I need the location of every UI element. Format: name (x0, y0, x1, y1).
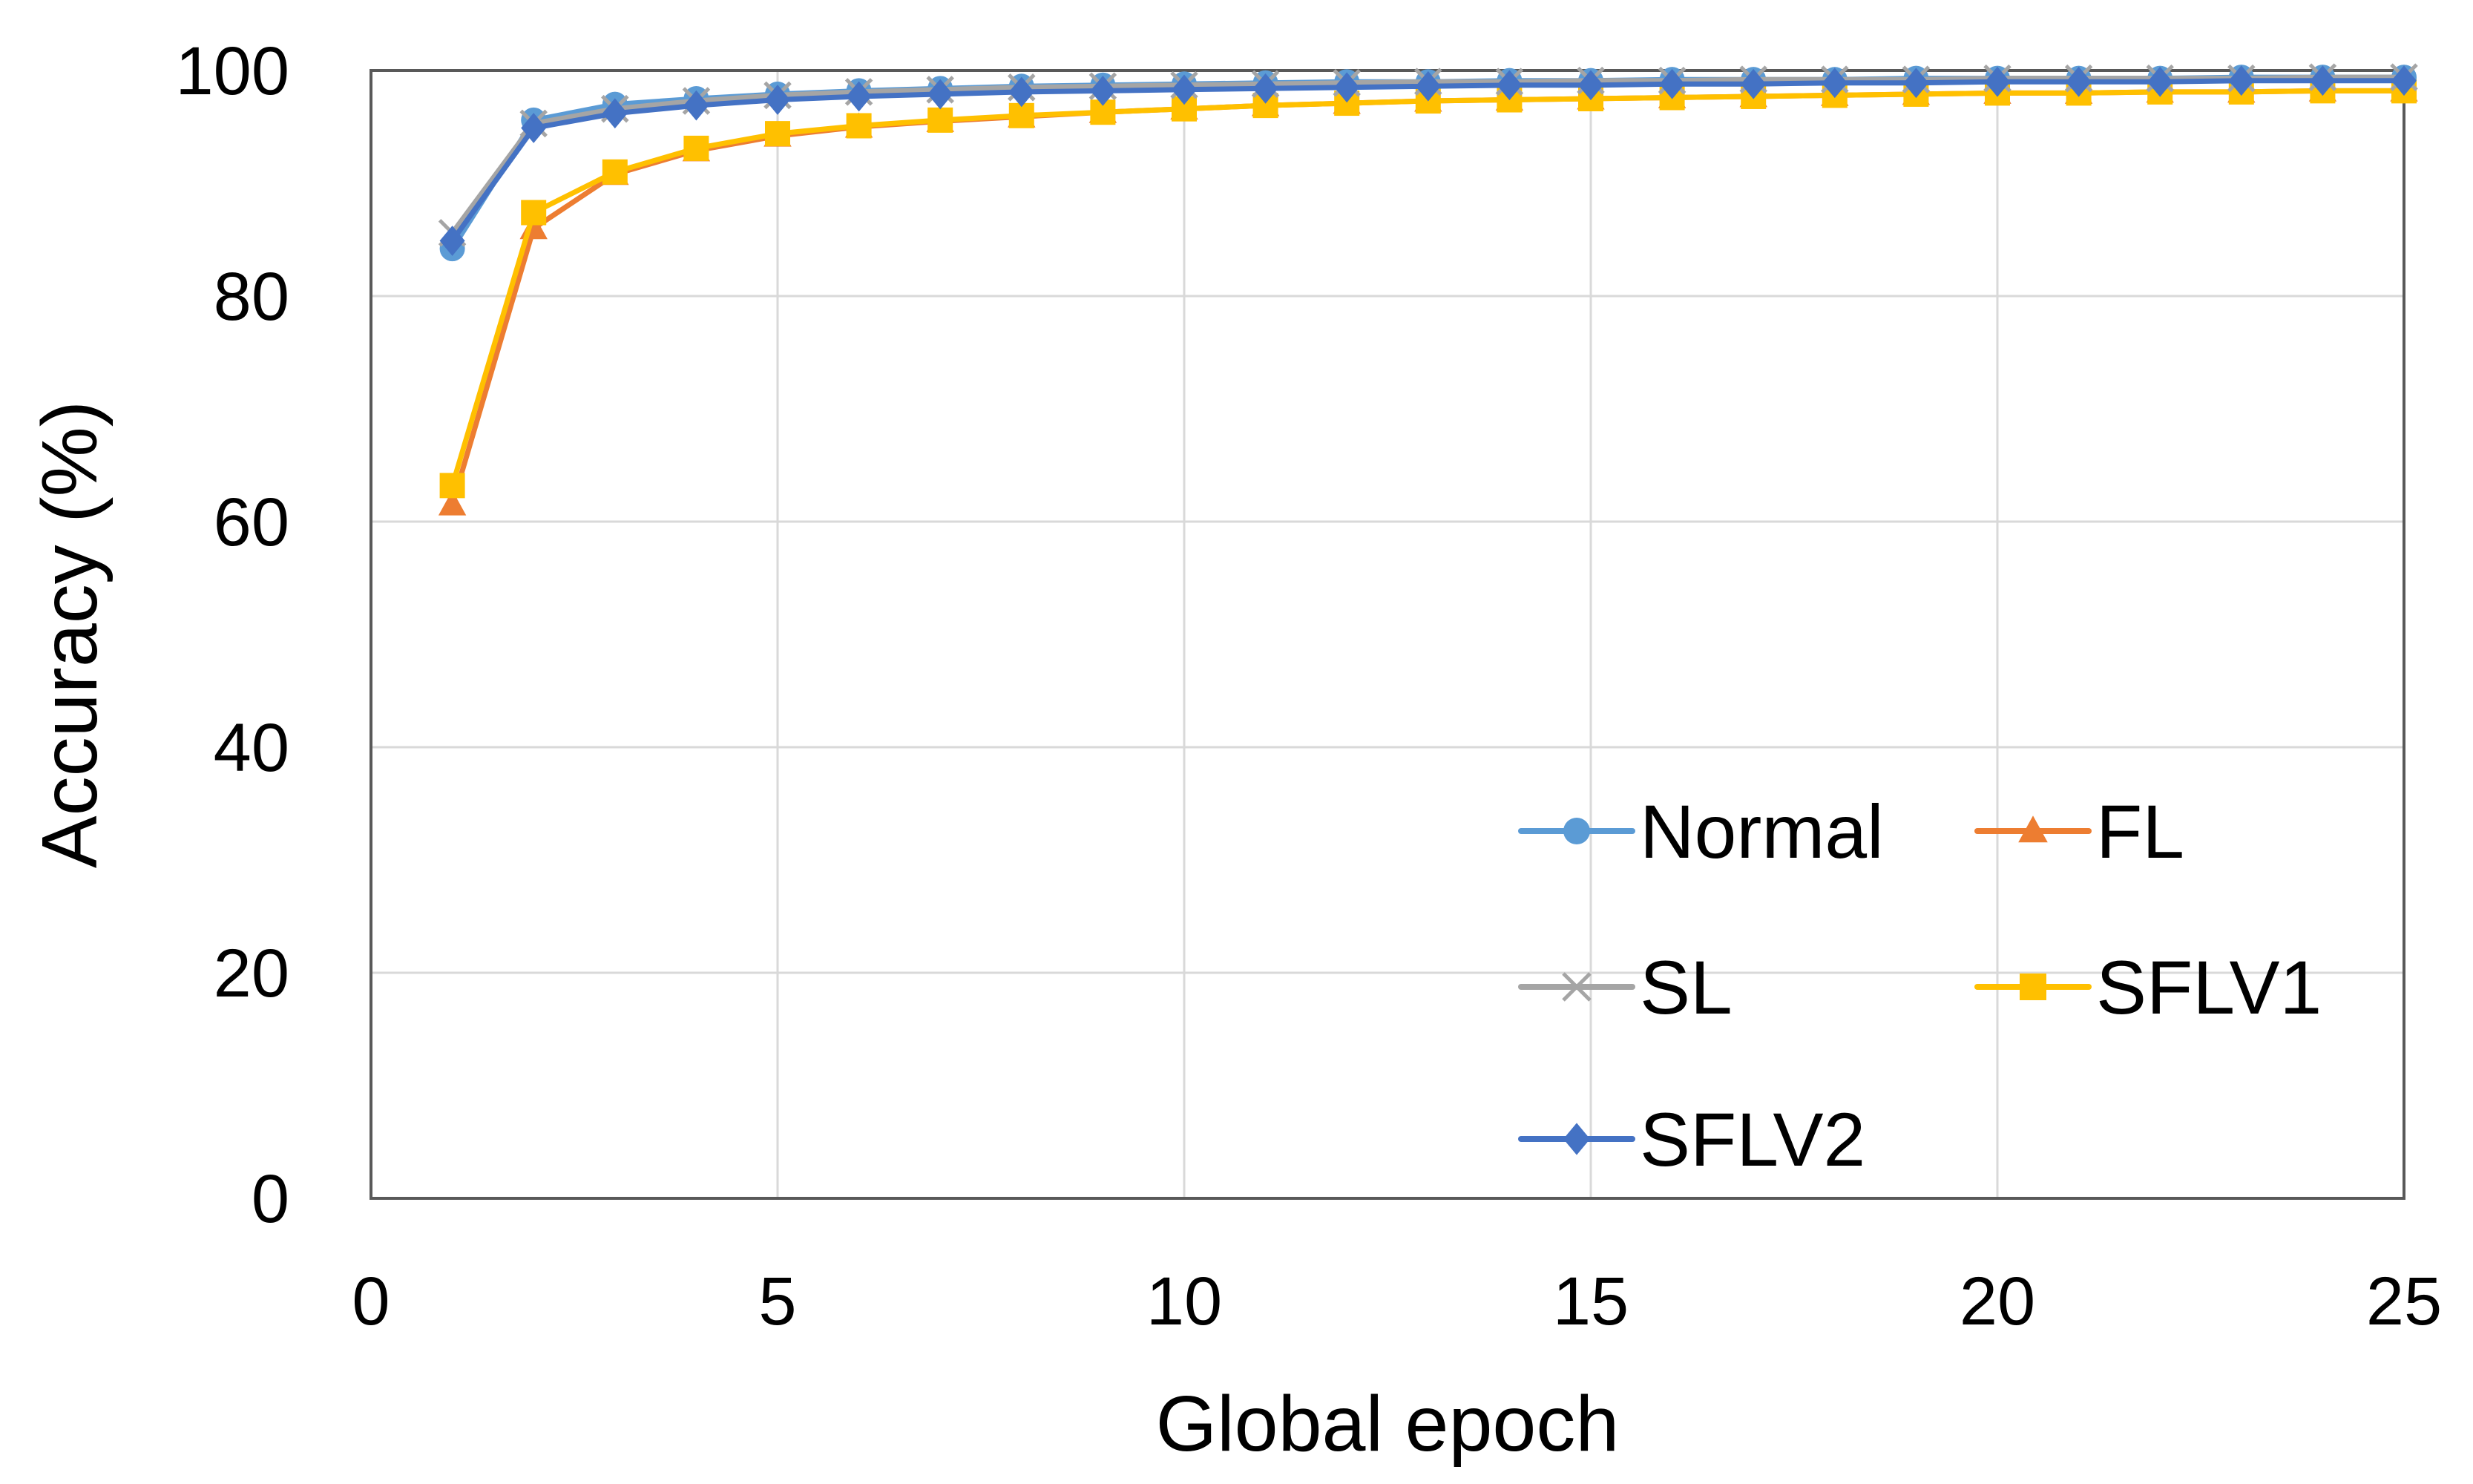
legend-item-sflv2: SFLV2 (1518, 1097, 1865, 1182)
data-point (439, 226, 465, 256)
data-point (1659, 68, 1685, 99)
data-point (2391, 65, 2417, 96)
legend-label: FL (2096, 789, 2184, 874)
data-point (2147, 66, 2173, 97)
data-point (765, 85, 790, 115)
data-point (2228, 65, 2254, 96)
x-tick-label: 25 (2366, 1264, 2442, 1339)
legend-marker (1563, 1123, 1590, 1155)
data-point (1008, 102, 1034, 128)
data-point (1822, 68, 1848, 99)
legend-item-fl: FL (1974, 789, 2184, 874)
legend-label: SFLV1 (2096, 945, 2322, 1030)
data-point (1985, 66, 2010, 97)
data-point (1497, 70, 1523, 101)
y-tick-label: 20 (214, 936, 289, 1011)
series-line (450, 88, 2407, 488)
data-point (1415, 70, 1441, 102)
data-point (521, 113, 547, 143)
series-sflv2 (439, 65, 2417, 256)
data-point (765, 121, 790, 147)
x-tick-label: 5 (758, 1264, 796, 1339)
data-point (1172, 74, 1197, 105)
data-point (2066, 66, 2092, 97)
x-axis-ticks: 0 5 10 15 20 25 (352, 1264, 2442, 1339)
legend-marker (2020, 974, 2046, 1000)
x-tick-label: 10 (1146, 1264, 1222, 1339)
series-group (438, 63, 2418, 516)
legend-marker (1563, 818, 1590, 844)
x-tick-label: 20 (1960, 1264, 2035, 1339)
y-tick-label: 100 (176, 33, 290, 109)
legend-label: SL (1640, 945, 1733, 1030)
data-point (846, 81, 872, 112)
legend-marker (1562, 972, 1592, 1002)
data-point (927, 79, 953, 110)
legend-item-sflv1: SFLV1 (1974, 945, 2322, 1030)
x-tick-label: 15 (1553, 1264, 1629, 1339)
legend: Normal FL SL SFLV1 SFLV2 (1518, 789, 2322, 1182)
data-point (602, 98, 628, 129)
data-point (2310, 65, 2336, 96)
series-line (450, 88, 2407, 508)
plot-area-border (370, 69, 2405, 1200)
data-point (439, 473, 465, 499)
y-tick-label: 0 (252, 1161, 289, 1237)
series-sflv1 (439, 78, 2417, 499)
data-point (1252, 73, 1278, 104)
data-point (602, 159, 628, 185)
legend-item-sl: SL (1518, 945, 1733, 1030)
data-point (521, 200, 547, 226)
legend-label: Normal (1640, 789, 1884, 874)
legend-item-normal: Normal (1518, 789, 1884, 874)
gridlines (371, 70, 2404, 1198)
data-point (846, 113, 872, 139)
legend-label: SFLV2 (1640, 1097, 1865, 1182)
data-point (683, 135, 709, 161)
data-point (1090, 75, 1116, 106)
data-point (1578, 70, 1603, 101)
data-point (438, 490, 467, 516)
x-axis-title: Global epoch (1156, 1380, 1620, 1468)
y-tick-label: 40 (214, 710, 289, 786)
data-point (1008, 76, 1034, 108)
data-point (1741, 68, 1767, 99)
data-point (927, 107, 953, 133)
legend-marker (2018, 815, 2048, 843)
data-point (683, 90, 709, 121)
x-tick-label: 0 (352, 1264, 390, 1339)
y-axis-ticks: 0 20 40 60 80 100 (176, 33, 290, 1237)
data-point (1903, 68, 1929, 99)
y-axis-title: Accuracy (%) (26, 401, 114, 868)
y-tick-label: 60 (214, 485, 289, 560)
y-tick-label: 80 (214, 259, 289, 335)
data-point (1334, 72, 1360, 103)
